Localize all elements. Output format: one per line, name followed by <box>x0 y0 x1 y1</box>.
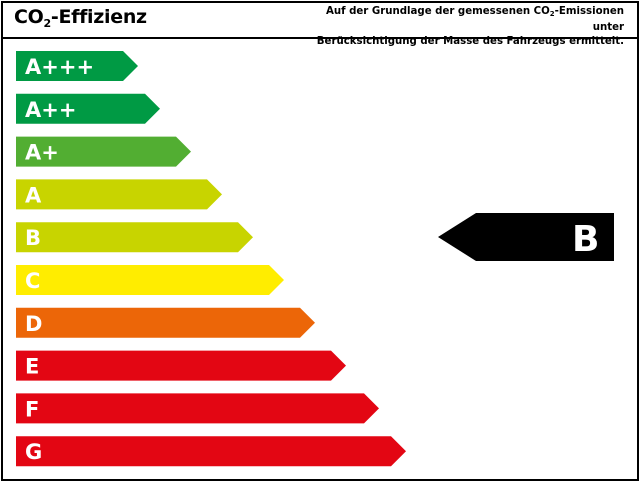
class-label: A+ <box>25 141 59 165</box>
class-arrow <box>16 136 191 167</box>
class-bar-a: A <box>16 179 222 210</box>
class-bar-aplusplusplus: A+++ <box>16 51 138 81</box>
class-label: E <box>25 355 39 379</box>
class-label: B <box>25 226 41 250</box>
class-label: G <box>25 440 42 464</box>
class-arrow <box>16 265 284 295</box>
rating-label: B <box>572 219 599 260</box>
class-arrow <box>16 393 379 424</box>
class-arrow <box>16 307 315 338</box>
class-label: C <box>25 269 40 293</box>
class-bar-c: C <box>16 265 284 295</box>
title-text-suffix: -Effizienz <box>50 6 147 28</box>
rating-indicator: B <box>438 213 614 261</box>
class-arrow <box>16 222 253 253</box>
class-arrow <box>16 436 406 467</box>
note-text: Auf der Grundlage der gemessenen CO <box>325 6 550 17</box>
note-text-line2: Berücksichtigung der Masse des Fahrzeugs… <box>316 36 624 47</box>
class-bar-aplus: A+ <box>16 136 191 167</box>
class-bar-f: F <box>16 393 379 424</box>
note-text: -Emissionen unter <box>554 6 624 33</box>
class-label: A++ <box>25 98 76 122</box>
class-bar-d: D <box>16 307 315 338</box>
class-arrow <box>16 51 138 81</box>
title-text: CO <box>14 6 44 28</box>
page-title: CO2-Effizienz <box>14 6 147 30</box>
class-bar-aplusplus: A++ <box>16 93 160 124</box>
header-divider <box>1 37 639 39</box>
class-arrow <box>16 350 346 381</box>
class-label: A <box>25 183 42 207</box>
note-subscript: 2 <box>549 10 555 18</box>
class-label: A+++ <box>25 55 94 79</box>
rating-arrow <box>438 213 614 261</box>
class-arrow <box>16 179 222 210</box>
class-label: D <box>25 312 42 336</box>
title-subscript: 2 <box>43 17 52 30</box>
class-arrow <box>16 93 160 124</box>
class-label: F <box>25 397 39 421</box>
class-bar-b: B <box>16 222 253 253</box>
header-note: Auf der Grundlage der gemessenen CO2-Emi… <box>304 5 624 49</box>
class-bar-g: G <box>16 436 406 467</box>
class-bar-e: E <box>16 350 346 381</box>
